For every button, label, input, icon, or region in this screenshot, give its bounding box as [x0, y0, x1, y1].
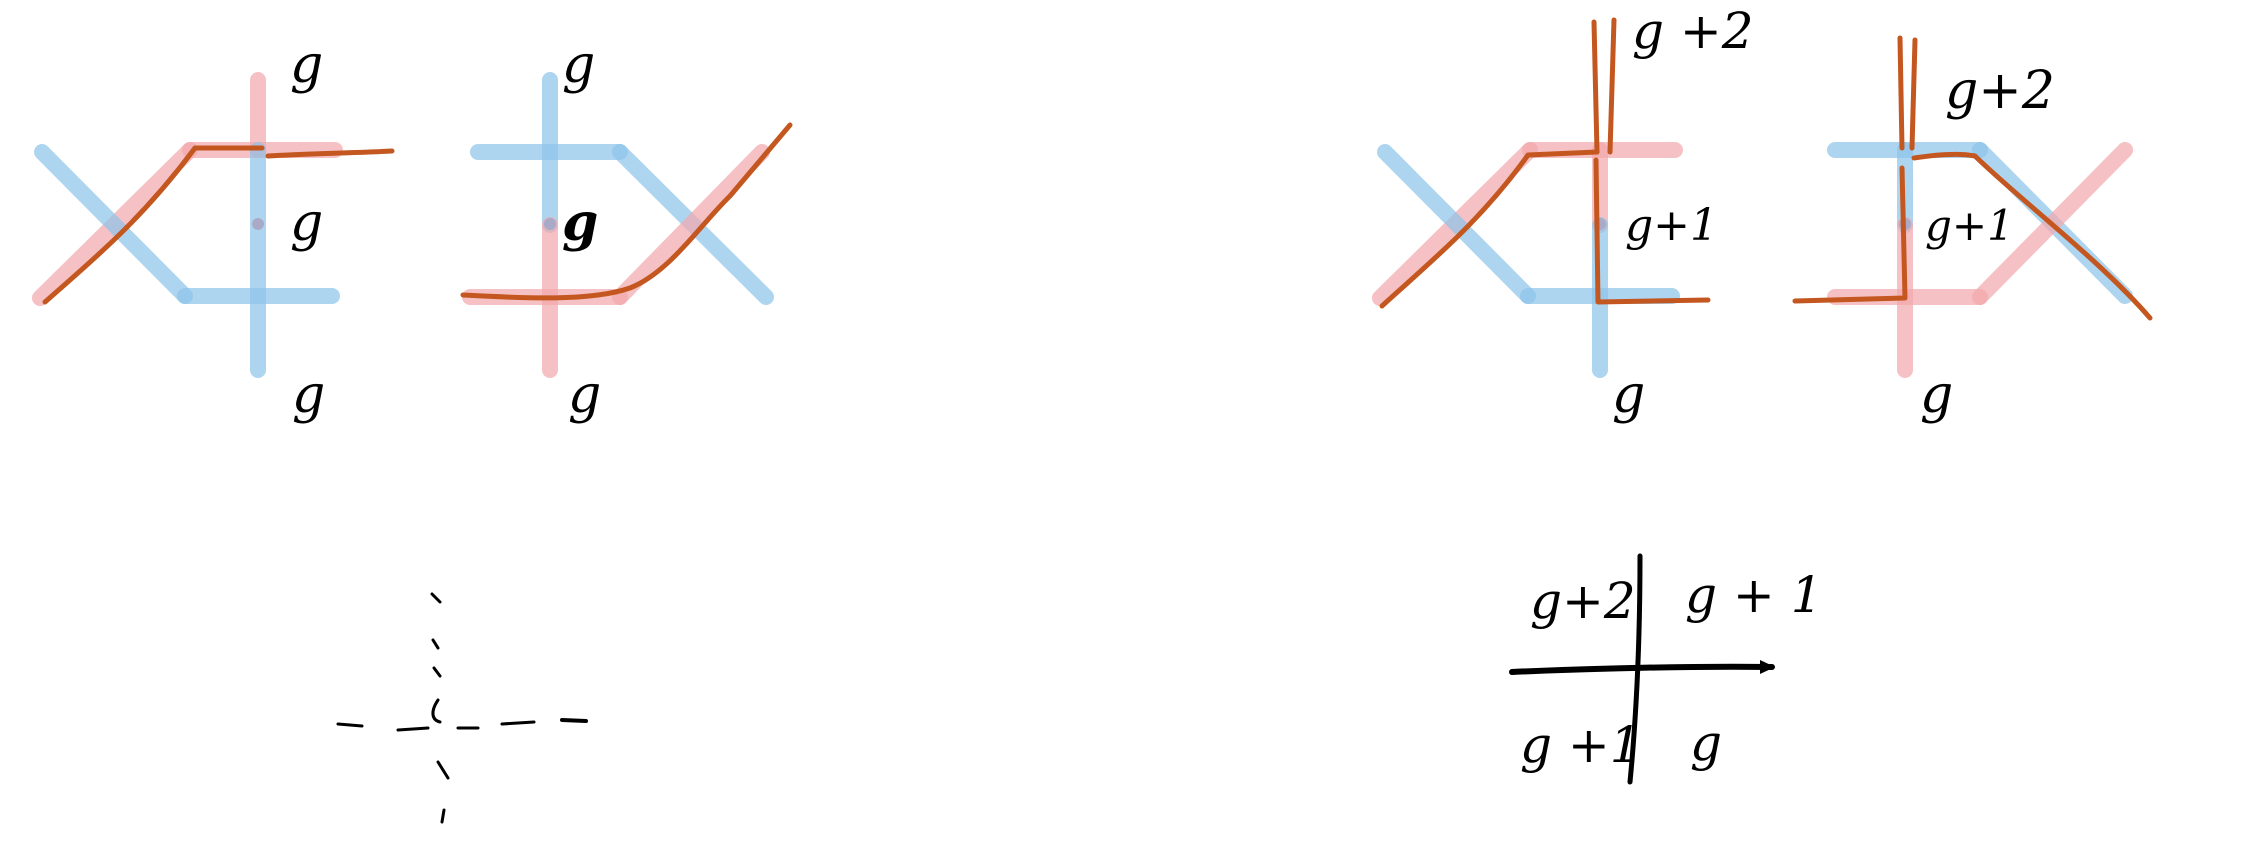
dashed-cross-mark-10 — [500, 720, 536, 726]
panel-a-blue-diagonal — [34, 144, 193, 304]
dashed-cross-mark-1 — [430, 592, 442, 604]
panel-d-center-label: g+1 — [1925, 201, 2014, 250]
panel-d-orange-path-right — [1911, 151, 2153, 321]
dashed-cross — [336, 592, 588, 824]
panel-c: g +2 g+1 g — [1372, 2, 1754, 425]
panel-c-bottom-label: g — [1612, 365, 1645, 425]
quadrant-arrow-icon — [1760, 660, 1775, 674]
dashed-cross-mark-11 — [560, 718, 588, 723]
quadrant-bottom-left-label: g +1 — [1520, 716, 1642, 774]
panel-b-bottom-label: g — [568, 365, 601, 425]
panel-d-orange-strand-1 — [1897, 35, 1905, 151]
panel-c-top-label: g +2 — [1632, 2, 1754, 60]
panel-a-top-label: g — [290, 35, 323, 95]
dashed-cross-mark-6 — [440, 808, 446, 824]
quadrant-horizontal-axis — [1509, 663, 1775, 675]
panel-b: g g g — [460, 35, 793, 425]
panel-d: g+2 g+1 g — [1792, 35, 2153, 425]
panel-c-orange-path-left — [1379, 149, 1600, 309]
panel-c-center-label: g+1 — [1625, 200, 1718, 251]
quadrant-bottom-right-label: g — [1690, 714, 1722, 772]
panel-d-top-label: g+2 — [1945, 61, 2055, 121]
panel-b-top-label: g — [562, 35, 595, 95]
panel-a-center-label: g — [290, 193, 323, 253]
panel-a-center-dot — [252, 218, 264, 230]
dashed-cross-mark-3 — [432, 666, 442, 678]
dashed-cross-mark-5 — [436, 760, 450, 780]
panel-b-pink-diagonal — [612, 144, 770, 305]
quadrant-top-left-label: g+2 — [1530, 572, 1636, 630]
panel-c-blue-diagonal — [1377, 144, 1536, 304]
panel-a-bottom-label: g — [292, 365, 325, 425]
panel-b-orange-path — [460, 122, 793, 301]
panel-c-orange-path-right — [1593, 157, 1711, 305]
panel-c-orange-strand-1 — [1591, 19, 1600, 155]
quadrant-diagram: g+2 g + 1 g +1 g — [1509, 553, 1823, 785]
dashed-cross-mark-4 — [431, 698, 442, 724]
panel-b-center-label: g — [562, 192, 598, 253]
dashed-cross-mark-8 — [396, 726, 430, 732]
panel-a: g g g — [32, 35, 395, 425]
panel-a-orange-path-left — [42, 145, 265, 305]
dashed-cross-mark-2 — [431, 638, 440, 650]
dashed-cross-mark-7 — [336, 722, 364, 728]
panel-b-center-dot — [544, 218, 556, 230]
panel-d-orange-path-left — [1792, 165, 1908, 304]
panel-a-orange-path-right — [265, 148, 395, 159]
quadrant-top-right-label: g + 1 — [1685, 566, 1823, 624]
panel-d-bottom-label: g — [1920, 365, 1953, 425]
quadrant-vertical-axis — [1627, 553, 1643, 785]
panel-d-orange-strand-2 — [1909, 37, 1918, 151]
panel-c-orange-strand-2 — [1607, 17, 1617, 155]
